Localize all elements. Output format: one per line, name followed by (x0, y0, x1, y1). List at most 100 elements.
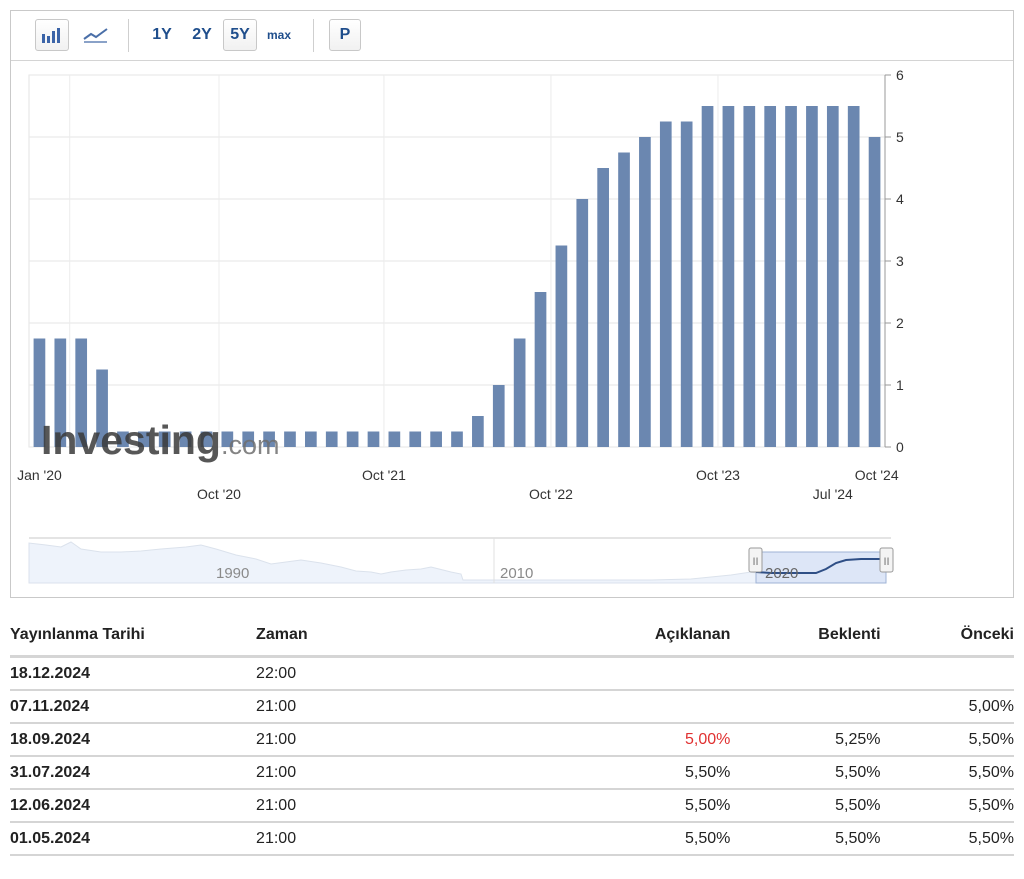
bar (409, 431, 422, 447)
cell-time: 22:00 (256, 656, 569, 691)
cell-actual (568, 656, 731, 691)
y-tick-label: 5 (896, 129, 904, 145)
bar (492, 385, 505, 447)
header-actual[interactable]: Açıklanan (568, 615, 731, 658)
bar (722, 106, 735, 447)
cell-previous: 5,50% (880, 756, 1014, 790)
bar (659, 121, 672, 447)
bar (743, 106, 756, 447)
bar (764, 106, 777, 447)
cell-previous: 5,00% (880, 690, 1014, 724)
table-row: 07.11.2024 21:00 5,00% (10, 690, 1014, 724)
cell-actual: 5,50% (568, 822, 731, 856)
y-tick-label: 0 (896, 439, 904, 455)
table-row: 18.12.2024 22:00 (10, 656, 1014, 691)
bar (868, 137, 881, 447)
header-date[interactable]: Yayınlanma Tarihi (10, 615, 257, 658)
header-forecast[interactable]: Beklenti (730, 615, 881, 658)
cell-date: 01.05.2024 (10, 822, 257, 856)
bar (346, 431, 359, 447)
table-row: 12.06.2024 21:00 5,50% 5,50% 5,50% (10, 789, 1014, 823)
cell-date: 12.06.2024 (10, 789, 257, 823)
table-row: 18.09.2024 21:00 5,00% 5,25% 5,50% (10, 723, 1014, 757)
bar (33, 338, 46, 447)
toolbar-separator (313, 19, 314, 52)
navigator-left-handle[interactable]: II (748, 547, 763, 573)
navigator-line (755, 558, 886, 574)
x-axis-ticks: Jan '20 Oct '20 Oct '21 Oct '22 Oct '23 Jul '… (17, 467, 899, 502)
bar (534, 292, 547, 447)
cell-forecast (730, 656, 881, 691)
cell-time: 21:00 (256, 789, 569, 823)
bar (680, 121, 693, 447)
navigator-label-1990: 1990 (216, 565, 249, 582)
bar (847, 106, 860, 447)
bar (96, 369, 108, 447)
cell-date: 18.12.2024 (10, 656, 257, 691)
navigator-selection[interactable] (755, 551, 887, 584)
bar (367, 431, 380, 447)
range-max-button[interactable]: max (266, 28, 292, 42)
cell-forecast: 5,50% (730, 756, 881, 790)
line-chart-button[interactable] (79, 19, 113, 51)
grid-lines (28, 74, 886, 448)
range-2y-button[interactable]: 2Y (192, 26, 212, 43)
x-tick-label: Jul '24 (813, 486, 853, 502)
bar (200, 431, 213, 447)
bar (639, 137, 651, 447)
y-tick-label: 1 (896, 377, 904, 393)
table-row: 01.05.2024 21:00 5,50% 5,50% 5,50% (10, 822, 1014, 856)
bar (388, 431, 401, 447)
bar (618, 152, 630, 447)
bar (785, 106, 797, 447)
header-previous[interactable]: Önceki (880, 615, 1014, 658)
cell-date: 07.11.2024 (10, 690, 257, 724)
y-tick-label: 2 (896, 315, 904, 331)
bar (242, 431, 255, 447)
bar (263, 431, 275, 447)
bar (451, 431, 463, 447)
chart-toolbar: 1Y 2Y 5Y max P (11, 11, 1013, 61)
y-axis-ticks: 0 1 2 3 4 5 6 (884, 67, 904, 455)
bar (806, 106, 818, 447)
bar (117, 431, 129, 447)
handle-grip-icon: II (752, 556, 758, 568)
bar (158, 431, 171, 447)
cell-time: 21:00 (256, 756, 569, 790)
cell-previous: 5,50% (880, 822, 1014, 856)
bar (826, 106, 839, 447)
bar (472, 416, 484, 447)
cell-forecast (730, 690, 881, 724)
p-button[interactable]: P (329, 19, 361, 51)
table-header-row: Yayınlanma Tarihi Zaman Açıklanan Beklen… (10, 615, 1014, 658)
range-5y-button[interactable]: 5Y (223, 19, 257, 51)
watermark-logo: Investing.com (41, 417, 280, 463)
handle-grip-icon: II (883, 556, 889, 568)
bar-chart-button[interactable] (35, 19, 69, 51)
x-tick-label: Jan '20 (17, 467, 62, 483)
x-tick-label: Oct '21 (362, 467, 406, 483)
x-tick-label: Oct '23 (696, 467, 740, 483)
bar (284, 431, 296, 447)
header-time[interactable]: Zaman (256, 615, 569, 658)
bar (513, 338, 526, 447)
cell-actual (568, 690, 731, 724)
navigator[interactable]: 1990 2010 2020 II II (28, 537, 894, 584)
range-1y-button[interactable]: 1Y (152, 26, 172, 43)
bar-chart-icon (42, 28, 60, 43)
cell-actual: 5,50% (568, 789, 731, 823)
navigator-right-handle[interactable]: II (879, 547, 894, 573)
bar (221, 431, 234, 447)
bar-series (33, 106, 881, 447)
line-chart-icon (83, 28, 108, 43)
cell-forecast: 5,50% (730, 789, 881, 823)
table-row: 31.07.2024 21:00 5,50% 5,50% 5,50% (10, 756, 1014, 790)
x-tick-label: Oct '22 (529, 486, 573, 502)
release-history-table: Yayınlanma Tarihi Zaman Açıklanan Beklen… (10, 615, 1014, 856)
cell-time: 21:00 (256, 690, 569, 724)
x-tick-label: Oct '24 (855, 467, 899, 483)
cell-previous (880, 656, 1014, 691)
bar (75, 338, 88, 447)
cell-time: 21:00 (256, 723, 569, 757)
cell-forecast: 5,25% (730, 723, 881, 757)
